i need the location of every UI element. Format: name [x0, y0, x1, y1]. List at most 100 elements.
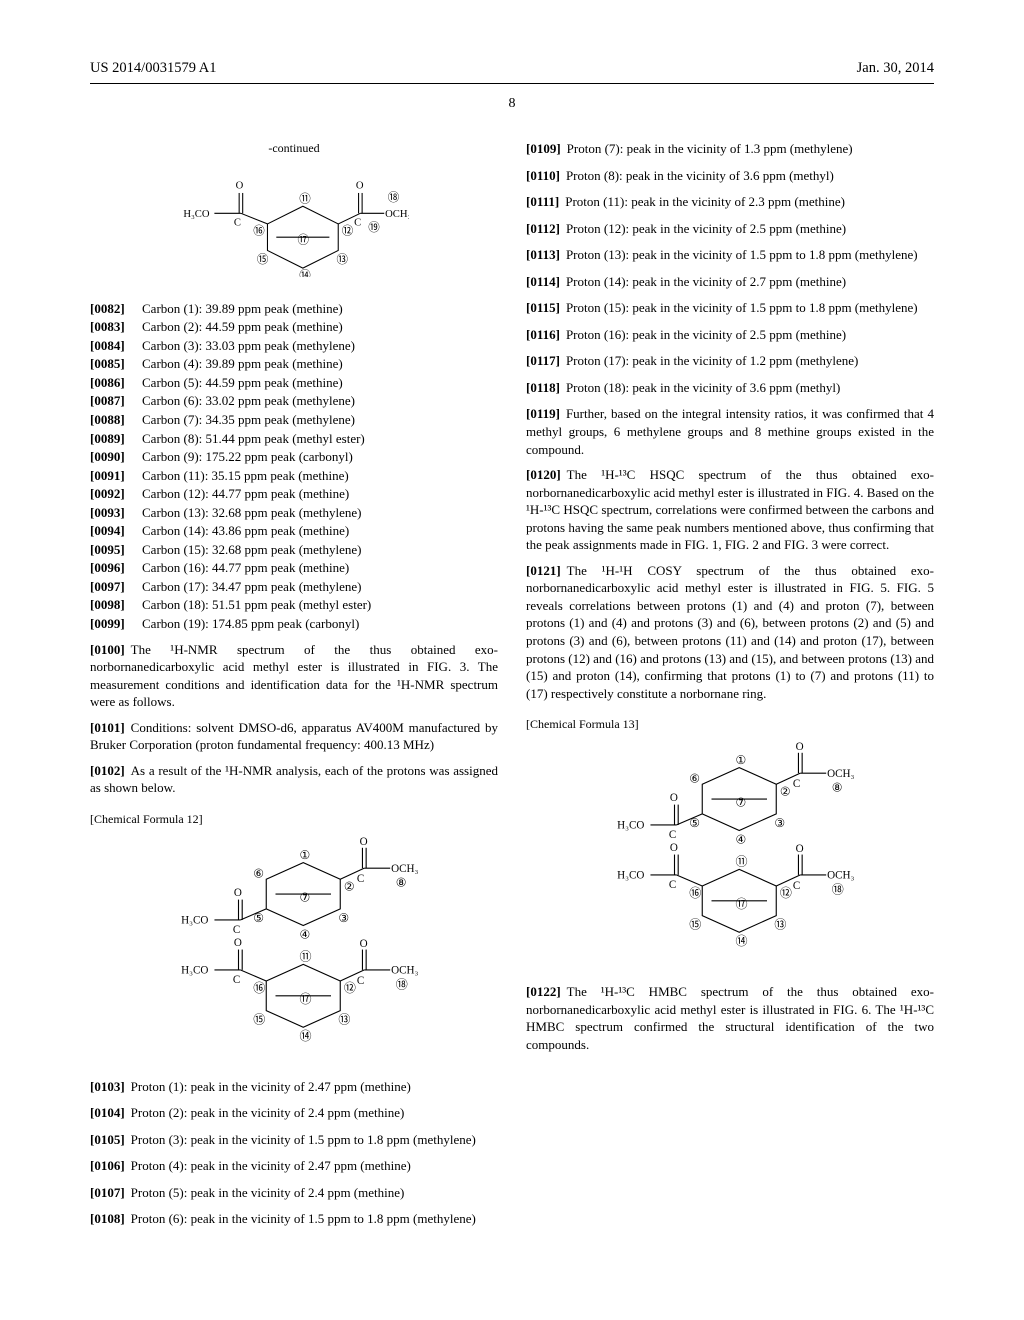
- para-number: [0116]: [526, 327, 566, 342]
- svg-text:⑮: ⑮: [253, 1013, 265, 1027]
- proton-item: [0118]Proton (18): peak in the vicinity …: [526, 379, 934, 397]
- para-number: [0093]: [90, 504, 142, 522]
- svg-text:O: O: [234, 887, 242, 899]
- para-number: [0083]: [90, 318, 142, 336]
- para-number: [0105]: [90, 1132, 131, 1147]
- svg-text:⑱: ⑱: [396, 978, 408, 992]
- para-number: [0082]: [90, 300, 142, 318]
- proton-item: [0111]Proton (11): peak in the vicinity …: [526, 193, 934, 211]
- svg-text:⑯: ⑯: [253, 981, 265, 995]
- proton-item: [0114]Proton (14): peak in the vicinity …: [526, 273, 934, 291]
- continued-label: -continued: [90, 140, 498, 156]
- svg-text:C: C: [669, 879, 676, 891]
- page-header: US 2014/0031579 A1 Jan. 30, 2014: [0, 0, 1024, 83]
- svg-text:⑯: ⑯: [689, 887, 701, 901]
- svg-text:③: ③: [774, 816, 785, 830]
- paragraph: [0120]The ¹H-¹³C HSQC spectrum of the th…: [526, 466, 934, 554]
- proton-item: [0113]Proton (13): peak in the vicinity …: [526, 246, 934, 264]
- svg-text:⑯: ⑯: [253, 225, 265, 238]
- svg-text:O: O: [360, 938, 368, 950]
- proton-item: [0107]Proton (5): peak in the vicinity o…: [90, 1184, 498, 1202]
- svg-text:④: ④: [736, 833, 747, 847]
- svg-text:OCH₃: OCH₃: [827, 870, 854, 882]
- svg-text:C: C: [357, 873, 364, 885]
- svg-text:⑥: ⑥: [253, 867, 264, 881]
- para-text: Carbon (4): 39.89 ppm peak (methine): [142, 355, 343, 373]
- para-text: Proton (7): peak in the vicinity of 1.3 …: [567, 141, 853, 156]
- paragraph: [0101]Conditions: solvent DMSO-d6, appar…: [90, 719, 498, 754]
- svg-text:O: O: [236, 181, 244, 192]
- chem-formula-label: [Chemical Formula 13]: [526, 716, 934, 732]
- svg-text:⑦: ⑦: [736, 796, 747, 810]
- proton-item: [0106]Proton (4): peak in the vicinity o…: [90, 1157, 498, 1175]
- svg-text:O: O: [356, 181, 364, 192]
- svg-text:H₃CO: H₃CO: [183, 209, 209, 220]
- carbon-item: [0086]Carbon (5): 44.59 ppm peak (methin…: [90, 374, 498, 392]
- proton-item: [0109]Proton (7): peak in the vicinity o…: [526, 140, 934, 158]
- svg-text:C: C: [669, 829, 676, 841]
- para-number: [0114]: [526, 274, 566, 289]
- svg-text:O: O: [796, 741, 804, 753]
- para-text: The ¹H-¹³C HSQC spectrum of the thus obt…: [526, 467, 934, 552]
- svg-text:⑬: ⑬: [336, 253, 348, 266]
- para-number: [0085]: [90, 355, 142, 373]
- carbon-assignments: [0082]Carbon (1): 39.89 ppm peak (methin…: [90, 300, 498, 633]
- para-number: [0104]: [90, 1105, 131, 1120]
- para-number: [0097]: [90, 578, 142, 596]
- content-columns: -continued O H₃CO C O OCH₃ C: [0, 140, 1024, 1277]
- para-number: [0107]: [90, 1185, 131, 1200]
- para-number: [0120]: [526, 467, 567, 482]
- svg-text:⑰: ⑰: [300, 992, 312, 1006]
- svg-text:⑪: ⑪: [736, 855, 748, 869]
- para-number: [0091]: [90, 467, 142, 485]
- paragraph: [0121]The ¹H-¹H COSY spectrum of the thu…: [526, 562, 934, 702]
- para-number: [0112]: [526, 221, 566, 236]
- para-text: Proton (15): peak in the vicinity of 1.5…: [566, 300, 918, 315]
- para-text: Carbon (9): 175.22 ppm peak (carbonyl): [142, 448, 353, 466]
- carbon-item: [0097]Carbon (17): 34.47 ppm peak (methy…: [90, 578, 498, 596]
- svg-text:C: C: [354, 218, 361, 229]
- para-text: Carbon (15): 32.68 ppm peak (methylene): [142, 541, 362, 559]
- para-text: Further, based on the integral intensity…: [526, 406, 934, 456]
- para-number: [0102]: [90, 763, 131, 778]
- svg-text:⑱: ⑱: [832, 883, 844, 897]
- para-number: [0119]: [526, 406, 566, 421]
- paragraph: [0122]The ¹H-¹³C HMBC spectrum of the th…: [526, 983, 934, 1053]
- svg-text:⑪: ⑪: [299, 193, 311, 206]
- carbon-item: [0094]Carbon (14): 43.86 ppm peak (methi…: [90, 522, 498, 540]
- para-text: The ¹H-¹³C HMBC spectrum of the thus obt…: [526, 984, 934, 1052]
- para-text: Carbon (2): 44.59 ppm peak (methine): [142, 318, 343, 336]
- svg-text:C: C: [793, 778, 800, 790]
- svg-text:⑪: ⑪: [300, 950, 312, 964]
- para-text: Proton (16): peak in the vicinity of 2.5…: [566, 327, 846, 342]
- svg-text:C: C: [233, 924, 240, 936]
- proton-item: [0110]Proton (8): peak in the vicinity o…: [526, 167, 934, 185]
- svg-text:⑥: ⑥: [689, 772, 700, 786]
- paragraph: [0102]As a result of the ¹H-NMR analysis…: [90, 762, 498, 797]
- para-text: Carbon (13): 32.68 ppm peak (methylene): [142, 504, 362, 522]
- svg-text:H₃CO: H₃CO: [181, 965, 208, 977]
- patent-number: US 2014/0031579 A1: [90, 60, 217, 77]
- svg-text:C: C: [233, 974, 240, 986]
- svg-text:⑮: ⑮: [257, 253, 269, 266]
- svg-text:⑲: ⑲: [368, 221, 380, 234]
- para-number: [0084]: [90, 337, 142, 355]
- svg-text:⑧: ⑧: [832, 781, 843, 795]
- svg-text:⑦: ⑦: [300, 891, 311, 905]
- para-text: Conditions: solvent DMSO-d6, apparatus A…: [90, 720, 498, 753]
- svg-text:O: O: [670, 792, 678, 804]
- svg-text:⑫: ⑫: [342, 225, 354, 238]
- para-text: Proton (18): peak in the vicinity of 3.6…: [566, 380, 840, 395]
- proton-item: [0115]Proton (15): peak in the vicinity …: [526, 299, 934, 317]
- svg-text:③: ③: [338, 911, 349, 925]
- carbon-item: [0085]Carbon (4): 39.89 ppm peak (methin…: [90, 355, 498, 373]
- para-number: [0117]: [526, 353, 566, 368]
- left-column: -continued O H₃CO C O OCH₃ C: [90, 140, 498, 1237]
- para-text: Carbon (12): 44.77 ppm peak (methine): [142, 485, 349, 503]
- svg-text:C: C: [357, 975, 364, 987]
- para-number: [0100]: [90, 642, 131, 657]
- paragraph: [0119]Further, based on the integral int…: [526, 405, 934, 458]
- para-text: Carbon (7): 34.35 ppm peak (methylene): [142, 411, 355, 429]
- svg-text:⑭: ⑭: [736, 935, 748, 949]
- carbon-item: [0084]Carbon (3): 33.03 ppm peak (methyl…: [90, 337, 498, 355]
